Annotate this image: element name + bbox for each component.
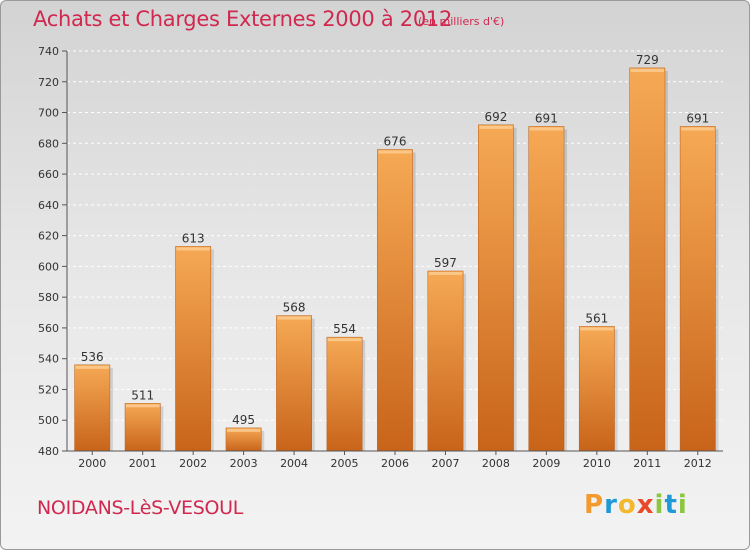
- bar-highlight: [378, 150, 412, 154]
- bar-highlight: [428, 272, 463, 275]
- bar-value-label: 613: [182, 231, 205, 245]
- y-tick-label: 600: [38, 260, 59, 273]
- bar: [377, 149, 413, 452]
- bar-value-label: 554: [333, 322, 356, 336]
- bar-value-label: 676: [384, 134, 407, 148]
- bar: [679, 126, 716, 452]
- y-tick-label: 700: [38, 107, 59, 120]
- bar-value-label: 691: [535, 111, 558, 125]
- y-tick-label: 640: [38, 199, 59, 212]
- chart-subtitle: (en milliers d'€): [418, 15, 505, 28]
- y-tick-label: 740: [38, 45, 59, 58]
- bar-value-label: 568: [283, 301, 306, 315]
- bar-highlight: [529, 127, 564, 131]
- bars: [74, 67, 719, 452]
- bar: [74, 364, 111, 452]
- y-tick-label: 680: [38, 137, 59, 150]
- bar-highlight: [176, 247, 210, 251]
- y-tick-label: 560: [38, 322, 59, 335]
- bar-highlight: [75, 365, 109, 369]
- x-tick-label: 2008: [482, 457, 510, 470]
- bar-value-label: 536: [81, 350, 104, 364]
- bar: [578, 326, 615, 452]
- y-tick-label: 520: [38, 383, 59, 396]
- bar-value-label: 511: [131, 388, 154, 402]
- x-tick-label: 2011: [633, 457, 661, 470]
- bar-highlight: [681, 127, 715, 131]
- bar-value-label: 729: [636, 53, 659, 67]
- x-tick-label: 2010: [583, 457, 611, 470]
- x-tick-label: 2003: [230, 457, 258, 470]
- bar-value-label: 597: [434, 256, 457, 270]
- bar: [124, 403, 161, 452]
- logo-letter: i: [654, 490, 665, 520]
- x-tick-label: 2004: [280, 457, 308, 470]
- logo-letter: o: [617, 490, 637, 520]
- bar-highlight: [277, 316, 311, 320]
- bar: [175, 246, 212, 452]
- bar: [276, 315, 312, 452]
- commune-name: NOIDANS-LèS-VESOUL: [37, 497, 244, 519]
- bar-value-label: 561: [585, 311, 608, 325]
- logo-letter: i: [677, 490, 688, 520]
- y-tick-label: 720: [38, 76, 59, 89]
- bar: [326, 336, 363, 452]
- bar-highlight: [226, 428, 261, 432]
- bar-value-label: 495: [232, 413, 255, 427]
- x-tick-label: 2012: [684, 457, 712, 470]
- x-tick-label: 2001: [129, 457, 157, 470]
- y-tick-label: 540: [38, 353, 59, 366]
- chart-title: Achats et Charges Externes 2000 à 2012: [33, 7, 453, 31]
- y-tick-label: 480: [38, 445, 59, 458]
- x-tick-label: 2007: [431, 457, 459, 470]
- axes: [62, 50, 723, 455]
- bar: [427, 270, 464, 452]
- bar-value-label: 691: [686, 111, 709, 125]
- logo-letter: P: [584, 490, 605, 520]
- bar-highlight: [630, 68, 664, 72]
- bar: [528, 126, 565, 452]
- x-tick-label: 2006: [381, 457, 409, 470]
- logo-letter: r: [604, 490, 618, 520]
- x-tick-label: 2002: [179, 457, 207, 470]
- y-tick-label: 580: [38, 291, 59, 304]
- proxiti-logo: Proxiti: [584, 490, 688, 520]
- bar-highlight: [126, 404, 160, 408]
- labels: 480 500 520 540 560 580 600 620 640 660 680 700 720 7…: [38, 45, 712, 470]
- bar: [629, 67, 666, 452]
- x-tick-label: 2009: [532, 457, 560, 470]
- bar: [478, 124, 514, 452]
- bar-highlight: [479, 125, 513, 129]
- logo-letter: x: [636, 490, 655, 520]
- x-tick-label: 2000: [78, 457, 106, 470]
- y-tick-label: 620: [38, 230, 59, 243]
- y-tick-label: 500: [38, 414, 59, 427]
- bar-value-label: 692: [484, 110, 507, 124]
- bar-highlight: [580, 327, 614, 331]
- logo-letter: t: [664, 490, 678, 520]
- x-tick-label: 2005: [331, 457, 359, 470]
- bar-highlight: [327, 338, 362, 342]
- y-tick-label: 660: [38, 168, 59, 181]
